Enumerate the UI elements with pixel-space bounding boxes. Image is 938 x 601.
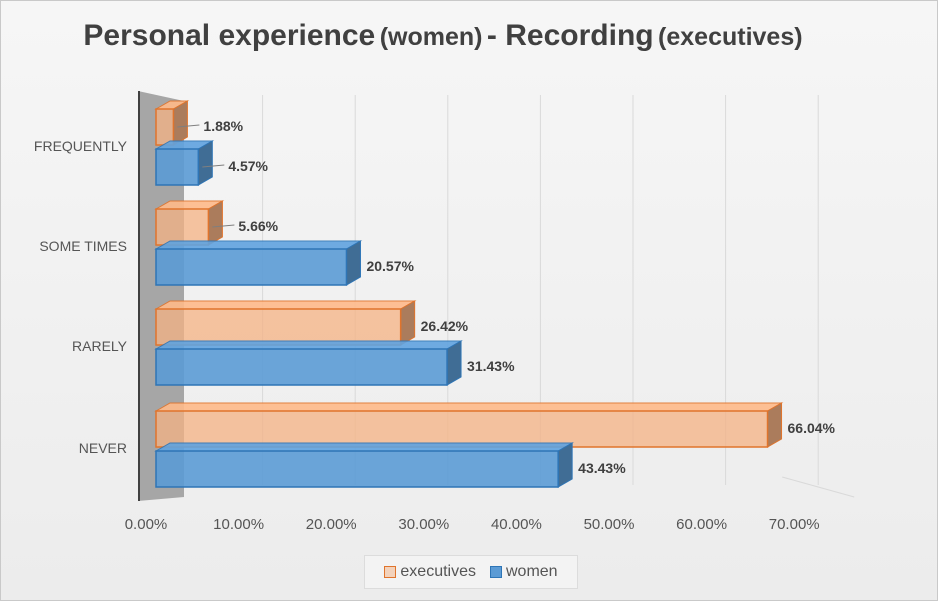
data-label: 1.88% bbox=[203, 118, 243, 134]
data-label: 66.04% bbox=[788, 420, 836, 436]
chart-title: Personal experience (women) - Recording … bbox=[1, 19, 885, 53]
data-label: 20.57% bbox=[366, 258, 414, 274]
bar-women-some-times bbox=[154, 240, 363, 286]
bar-front-face bbox=[155, 248, 348, 286]
bar-side-face bbox=[172, 100, 188, 146]
category-label: RARELY bbox=[72, 338, 128, 354]
legend-item-executives[interactable]: executives bbox=[384, 563, 476, 581]
chart-floor bbox=[138, 91, 184, 501]
bar-side-face bbox=[207, 200, 223, 246]
legend: executives women bbox=[364, 555, 578, 589]
bar-side-face bbox=[400, 300, 416, 346]
x-tick-label: 30.00% bbox=[398, 516, 449, 533]
floor-edge bbox=[782, 476, 855, 498]
x-tick-label: 60.00% bbox=[676, 516, 727, 533]
category-label: NEVER bbox=[79, 440, 127, 456]
bar-executives-some-times bbox=[154, 200, 225, 246]
bar-women-frequently bbox=[154, 140, 215, 186]
title-separator: - Recording bbox=[486, 19, 654, 52]
bar-top-face bbox=[154, 402, 784, 412]
x-tick-label: 40.00% bbox=[491, 516, 542, 533]
title-sub-women: (women) bbox=[379, 23, 483, 51]
data-label: 5.66% bbox=[238, 218, 278, 234]
data-label: 31.43% bbox=[467, 358, 515, 374]
bar-front-face bbox=[155, 308, 402, 346]
data-label: 26.42% bbox=[421, 318, 469, 334]
data-label: 4.57% bbox=[228, 158, 268, 174]
bar-side-face bbox=[197, 140, 213, 186]
leader-line bbox=[177, 124, 200, 128]
labels: FREQUENTLY SOME TIMES RARELY NEVER 1.88% 5.66… bbox=[34, 118, 836, 476]
title-sub-executives: (executives) bbox=[658, 23, 803, 51]
bar-side-face bbox=[767, 402, 783, 448]
bar-executives-frequently bbox=[154, 100, 190, 146]
bar-side-face bbox=[446, 340, 462, 386]
bar-top-face bbox=[154, 442, 575, 452]
x-tick-label: 0.00% bbox=[125, 516, 168, 533]
bar-side-face bbox=[345, 240, 361, 286]
x-tick-label: 10.00% bbox=[213, 516, 264, 533]
bar-executives-never bbox=[154, 402, 784, 448]
bar-side-face bbox=[557, 442, 573, 488]
x-tick-label: 20.00% bbox=[306, 516, 357, 533]
leader-line bbox=[212, 224, 235, 228]
bar-front-face bbox=[155, 108, 175, 146]
x-tick-label: 50.00% bbox=[584, 516, 635, 533]
leader-line bbox=[202, 164, 225, 168]
bar-front-face bbox=[155, 148, 200, 186]
bar-women-rarely bbox=[154, 340, 463, 386]
bar-front-face bbox=[155, 208, 210, 246]
bar-top-face bbox=[154, 340, 463, 350]
bar-front-face bbox=[155, 348, 448, 386]
legend-label-executives: executives bbox=[400, 563, 476, 580]
title-main: Personal experience bbox=[83, 19, 376, 52]
bar-front-face bbox=[155, 450, 559, 488]
bars bbox=[154, 100, 784, 488]
category-label: FREQUENTLY bbox=[34, 138, 128, 154]
axis-side-wall bbox=[138, 91, 184, 501]
bar-top-face bbox=[154, 300, 417, 310]
bar-women-never bbox=[154, 442, 575, 488]
data-label: 43.43% bbox=[578, 460, 626, 476]
x-tick-label: 70.00% bbox=[769, 516, 820, 533]
bar-front-face bbox=[155, 410, 769, 448]
bar-executives-rarely bbox=[154, 300, 417, 346]
category-label: SOME TIMES bbox=[39, 238, 127, 254]
legend-label-women: women bbox=[506, 563, 558, 580]
legend-swatch-executives bbox=[384, 566, 397, 578]
legend-item-women[interactable]: women bbox=[490, 563, 558, 581]
legend-swatch-women bbox=[490, 566, 502, 578]
bar-top-face bbox=[154, 240, 363, 250]
